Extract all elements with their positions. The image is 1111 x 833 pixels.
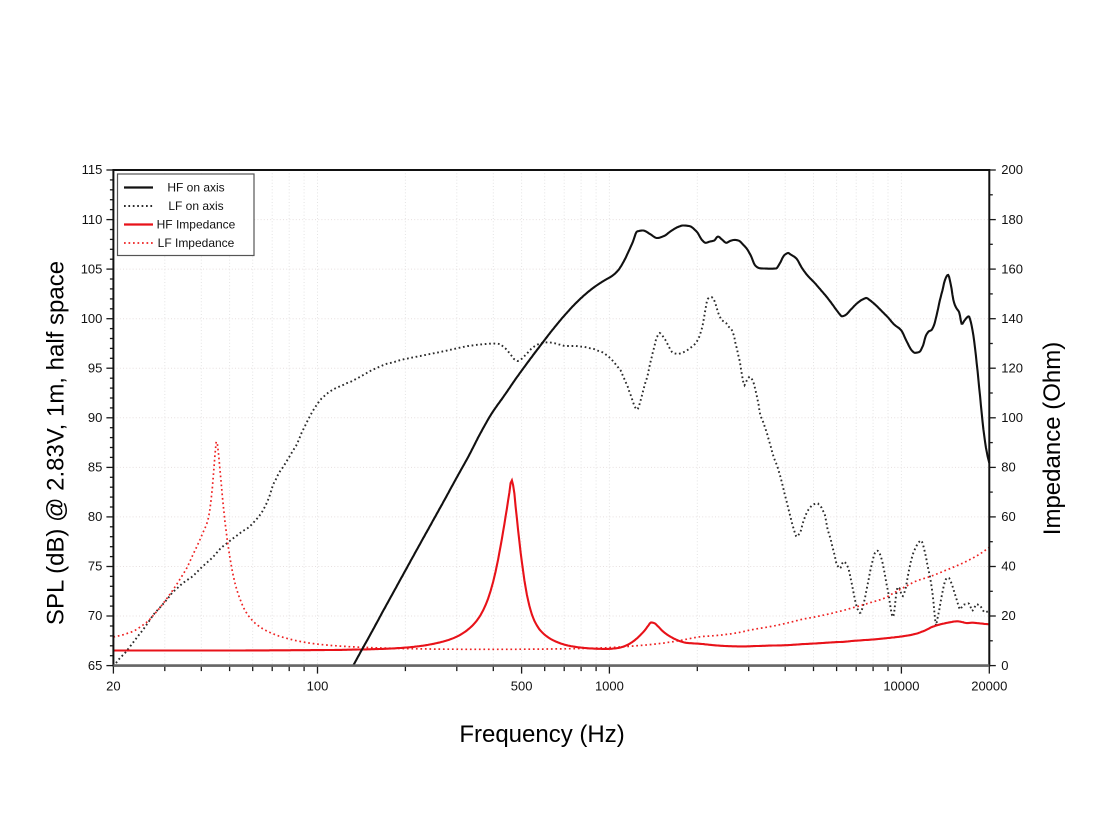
svg-text:100: 100 <box>81 311 103 326</box>
svg-text:100: 100 <box>307 679 329 694</box>
svg-text:120: 120 <box>1001 360 1023 375</box>
svg-text:75: 75 <box>88 559 102 574</box>
svg-text:20: 20 <box>1001 608 1015 623</box>
svg-text:Frequency (Hz): Frequency (Hz) <box>459 721 624 748</box>
svg-text:HF Impedance: HF Impedance <box>157 218 236 232</box>
svg-text:160: 160 <box>1001 261 1023 276</box>
svg-text:80: 80 <box>88 509 102 524</box>
svg-text:180: 180 <box>1001 212 1023 227</box>
svg-text:SPL (dB) @ 2.83V, 1m, half spa: SPL (dB) @ 2.83V, 1m, half space <box>43 261 70 625</box>
svg-text:Impedance (Ohm): Impedance (Ohm) <box>1039 342 1066 535</box>
svg-text:0: 0 <box>1001 658 1008 673</box>
svg-text:20000: 20000 <box>971 679 1007 694</box>
svg-text:90: 90 <box>88 410 102 425</box>
svg-text:115: 115 <box>82 162 103 177</box>
svg-text:60: 60 <box>1001 509 1015 524</box>
svg-text:1000: 1000 <box>595 679 624 694</box>
svg-text:HF on axis: HF on axis <box>167 181 224 195</box>
svg-text:20: 20 <box>106 679 120 694</box>
svg-text:65: 65 <box>88 658 102 673</box>
svg-text:LF Impedance: LF Impedance <box>158 236 235 250</box>
svg-text:95: 95 <box>88 360 102 375</box>
svg-text:200: 200 <box>1001 162 1023 177</box>
svg-text:105: 105 <box>81 261 103 276</box>
svg-text:500: 500 <box>511 679 533 694</box>
svg-text:70: 70 <box>88 608 102 623</box>
svg-text:140: 140 <box>1001 311 1023 326</box>
svg-text:80: 80 <box>1001 460 1015 475</box>
svg-text:85: 85 <box>88 460 102 475</box>
svg-text:40: 40 <box>1001 559 1015 574</box>
svg-text:LF on axis: LF on axis <box>168 199 223 213</box>
svg-text:10000: 10000 <box>883 679 919 694</box>
svg-text:110: 110 <box>82 212 103 227</box>
svg-text:100: 100 <box>1001 410 1023 425</box>
